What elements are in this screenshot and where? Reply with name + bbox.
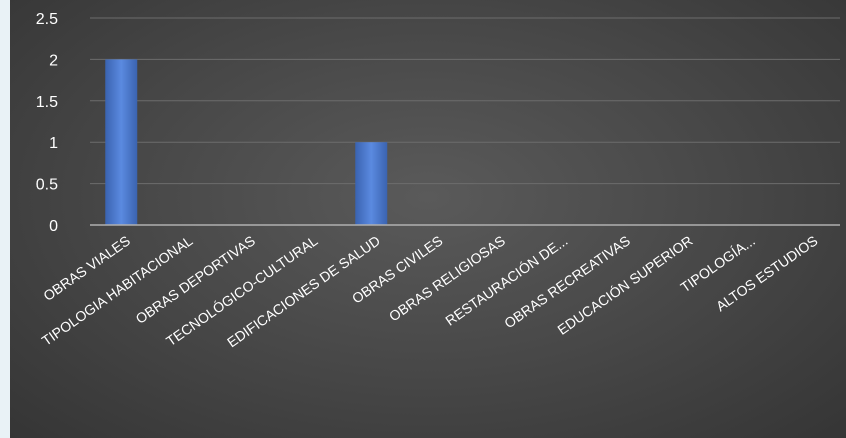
bar	[355, 142, 388, 225]
y-tick-label: 0	[49, 218, 58, 235]
gridlines	[90, 17, 840, 185]
category-label: ALTOS ESTUDIOS	[713, 232, 821, 314]
bar	[105, 59, 138, 226]
y-tick-label: 2.5	[36, 11, 58, 28]
bars	[105, 59, 388, 226]
y-tick-labels: 0 0.5 1 1.5 2 2.5	[36, 11, 58, 235]
y-tick-label: 1.5	[36, 94, 58, 111]
chart-panel: 0 0.5 1 1.5 2 2.5 OBRAS VIALES TIPOLOGIA HABIT…	[10, 0, 846, 438]
y-tick-label: 1	[49, 135, 58, 152]
y-tick-label: 2	[49, 52, 58, 69]
y-tick-label: 0.5	[36, 177, 58, 194]
category-label: OBRAS RELIGIOSAS	[386, 232, 508, 324]
